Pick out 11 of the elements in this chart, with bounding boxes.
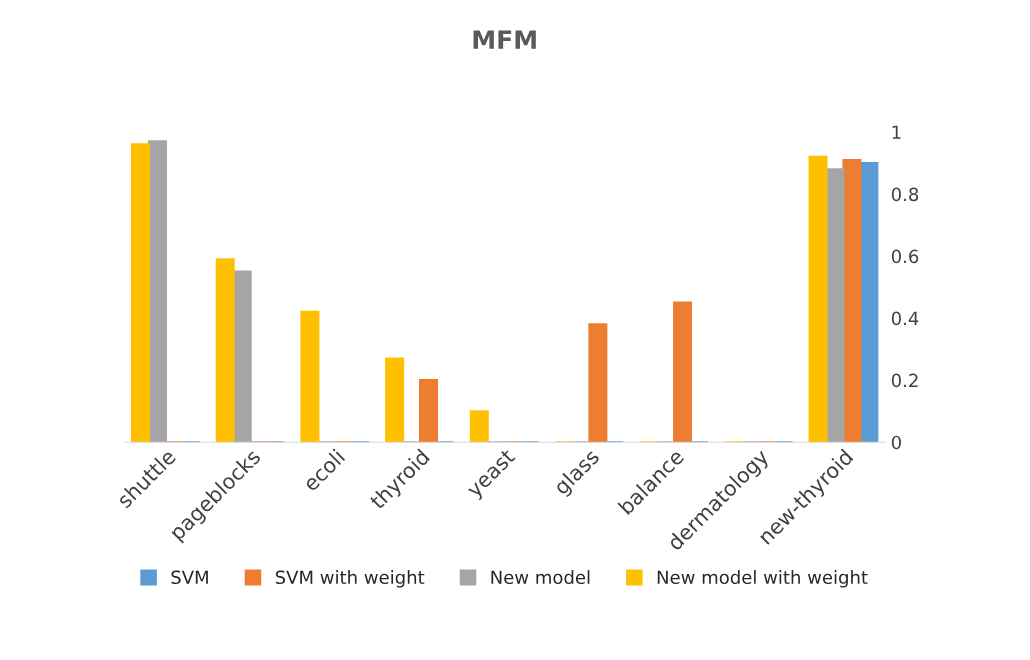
chart-title: MFM bbox=[473, 30, 536, 49]
y-tick-label: 0.2 bbox=[891, 373, 918, 388]
y-tick-label: 0.8 bbox=[891, 187, 919, 202]
legend-label: SVM with weight bbox=[275, 570, 425, 588]
y-tick-label: 0.6 bbox=[891, 249, 919, 264]
legend-label: New model bbox=[491, 570, 590, 585]
y-tick-label: 1 bbox=[892, 125, 901, 139]
y-tick-label: 0 bbox=[891, 435, 901, 450]
y-tick-label: 0.4 bbox=[891, 311, 919, 326]
legend-label: SVM bbox=[171, 570, 208, 585]
legend-label: New model with weight bbox=[657, 570, 868, 588]
